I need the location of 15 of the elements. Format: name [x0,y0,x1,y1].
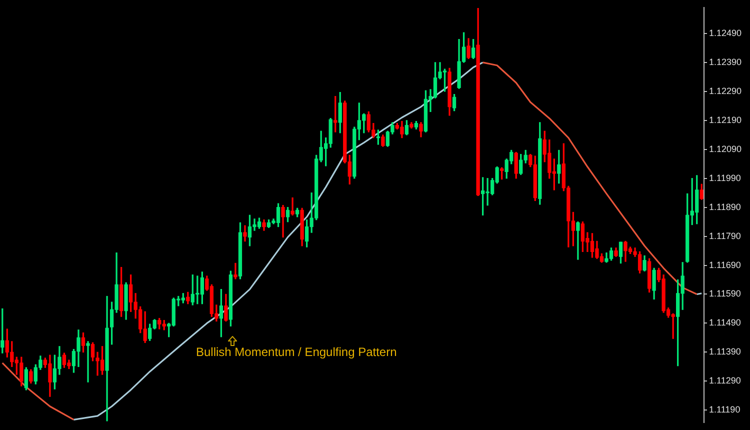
annotation: Bullish Momentum / Engulfing Pattern [196,344,397,359]
y-tick-label: 1.11390 [709,346,741,357]
y-tick-label: 1.11690 [709,260,741,270]
y-tick-label: 1.12390 [709,56,742,67]
y-tick-label: 1.11190 [709,404,740,415]
y-tick-label: 1.12090 [709,144,742,154]
y-tick-label: 1.11890 [709,202,741,212]
y-tick-label: 1.12490 [709,28,742,38]
y-tick-label: 1.11290 [709,376,741,386]
y-tick-label: 1.11990 [709,172,741,183]
y-tick-label: 1.11790 [709,230,741,241]
y-tick-label: 1.11490 [709,318,741,328]
y-tick-label: 1.12290 [709,86,742,96]
y-tick-label: 1.12190 [709,114,742,125]
y-tick-label: 1.11590 [709,288,741,299]
